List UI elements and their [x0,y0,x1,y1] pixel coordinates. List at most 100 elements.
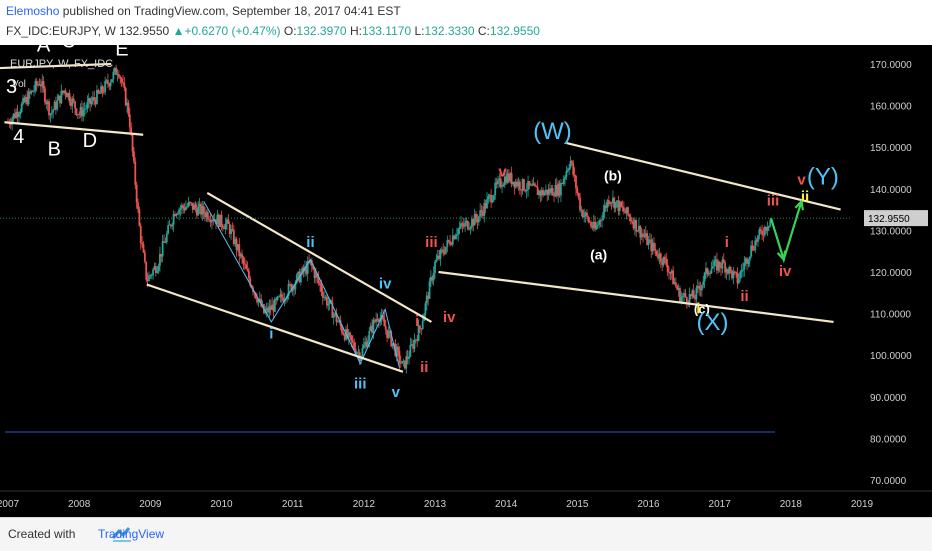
up-arrow-icon: ▲ [172,24,185,38]
candle-body [540,190,543,196]
candle-body [388,331,391,333]
candle-body [90,101,93,105]
candle-body [367,340,369,347]
candle-body [580,210,583,211]
candle-body [44,88,46,103]
candle-body [525,190,528,192]
y-axis: 170.0000 160.0000 150.0000 140.0000 130.0000… [864,60,928,487]
candle-body [399,362,402,364]
candle-body [360,356,362,361]
candle-body [674,282,677,287]
candle-body [502,184,505,187]
candle-body [154,266,157,273]
candle-body [696,285,699,288]
candle-body [565,171,568,177]
candle-body [372,320,375,333]
candle-body [171,224,174,227]
wave-label: iv [443,309,456,326]
candle-body [721,259,724,269]
candle-body [294,283,297,290]
candle-body [50,112,53,114]
close-label: C: [477,24,490,38]
candle-body [256,298,258,303]
chart-area[interactable]: 34ACEBDiiiiiiivviiiiiiiv(W)v(b)(a)(c)(X)… [0,30,932,517]
wave-label: iv [379,276,392,293]
candle-body [350,335,353,341]
author-link[interactable]: Elemosho [6,4,60,18]
candle-body [479,210,482,217]
candle-body [606,200,609,208]
candle-body [301,267,304,274]
candle-body [529,184,532,186]
candle-body [421,321,424,329]
candle-body [61,90,64,93]
candle-body [758,229,761,236]
candle-body [260,298,263,307]
candle-body [576,188,579,194]
candle-body [558,183,561,196]
wave-label: v [392,384,401,401]
candle-body [76,114,79,115]
candle-body [477,216,480,223]
candle-body [75,108,78,115]
candle-body [287,283,290,296]
candle-body [443,252,446,254]
candle-body [450,244,453,246]
candle-body [183,207,186,211]
candle-body [551,188,554,196]
candle-body [237,244,239,250]
candle-body [23,97,26,102]
y-tick-label: 160.0000 [870,102,912,113]
candle-body [561,182,564,184]
candle-body [91,97,94,102]
candle-body [658,253,661,259]
candle-body [139,225,142,243]
candle-body [204,213,206,218]
wave-label: v [498,163,507,180]
candle-body [409,344,412,357]
candle-body [18,114,20,118]
candle-body [436,255,439,260]
candle-body [617,200,620,211]
candle-body [157,265,160,271]
candle-body [16,111,19,118]
candle-body [232,229,235,244]
candle-body [48,101,50,116]
candle-body [175,214,178,216]
tradingview-brand-link[interactable]: TradingView [98,527,165,541]
candle-body [200,203,202,215]
candle-body [238,244,241,257]
candle-body [713,260,716,267]
candle-body [83,109,86,110]
candle-body [131,133,134,152]
candle-body [49,113,52,116]
candle-body [557,183,560,196]
candle-body [620,201,623,207]
candle-body [434,261,436,273]
price-chart[interactable]: 34ACEBDiiiiiiivviiiiiiiv(W)v(b)(a)(c)(X)… [0,30,932,517]
projection-path [769,200,803,264]
candle-body [646,233,649,246]
candle-body [583,215,586,218]
candle-body [592,221,595,228]
candle-body [336,321,339,323]
candle-body [707,272,710,275]
candle-body [425,295,428,304]
candle-body [460,223,462,228]
candle-body [82,109,85,117]
candle-body [751,245,754,250]
wave-label: iii [354,375,367,392]
candle-body [386,329,388,338]
candle-body [492,195,495,200]
candle-body [517,181,520,187]
candle-body [315,273,317,279]
wave-label: (b) [604,167,622,183]
candle-body [134,161,137,185]
high-label: H: [349,24,362,38]
wave-label: ii [801,188,809,205]
candle-body [217,214,220,227]
candle-body [100,86,102,94]
candle-body [15,111,18,118]
last-price: 132.9550 [119,24,170,38]
wave-label: B [48,139,61,161]
